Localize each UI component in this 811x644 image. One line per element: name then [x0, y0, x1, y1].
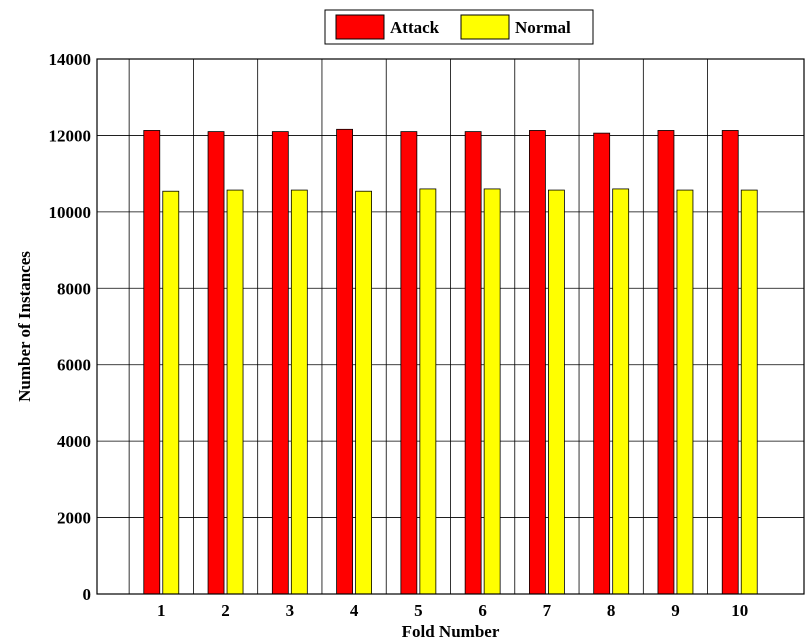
bar-attack-8: [593, 132, 611, 595]
bar-normal-6: [483, 188, 501, 595]
bar-attack-10: [721, 130, 739, 595]
x-tick-label: 7: [543, 601, 552, 620]
bar-normal-8: [612, 188, 630, 595]
bar-attack-2: [207, 131, 225, 595]
y-tick-label: 0: [83, 585, 92, 604]
bar-normal-7: [548, 189, 565, 595]
legend-swatch-attack: [335, 14, 385, 40]
bar-attack-3: [271, 131, 289, 595]
y-tick-label: 6000: [57, 356, 91, 375]
x-tick-label: 1: [157, 601, 166, 620]
y-axis-title: Number of Instances: [15, 251, 34, 402]
legend-label-attack: Attack: [390, 18, 440, 37]
bar-attack-9: [657, 130, 675, 595]
bar-attack-5: [400, 131, 418, 595]
bar-normal-4: [355, 190, 372, 595]
x-tick-label: 4: [350, 601, 359, 620]
x-tick-label: 10: [731, 601, 748, 620]
bar-attack-6: [464, 131, 482, 595]
legend-swatch-normal: [460, 14, 510, 40]
legend-label-normal: Normal: [515, 18, 571, 37]
x-tick-label: 6: [478, 601, 487, 620]
plot-frame: [96, 58, 805, 595]
y-tick-labels: 0 2000 4000 6000 8000 10000 12000 14000: [49, 50, 92, 604]
x-tick-label: 9: [671, 601, 680, 620]
bar-normal-9: [676, 189, 694, 595]
x-tick-labels: 1 2 3 4 5 6 7 8 9 10: [157, 601, 748, 620]
y-tick-label: 4000: [57, 432, 91, 451]
y-tick-label: 2000: [57, 509, 91, 528]
x-tick-label: 5: [414, 601, 423, 620]
bar-normal-1: [162, 190, 180, 595]
y-tick-label: 8000: [57, 279, 91, 298]
y-tick-label: 10000: [49, 203, 92, 222]
grid-lines: [97, 59, 804, 594]
x-tick-label: 3: [286, 601, 295, 620]
x-tick-label: 2: [221, 601, 230, 620]
bar-normal-2: [226, 189, 244, 595]
bars: [143, 128, 758, 595]
bar-normal-3: [290, 189, 308, 595]
y-tick-label: 12000: [49, 126, 92, 145]
bar-attack-7: [529, 130, 546, 595]
x-tick-label: 8: [607, 601, 616, 620]
bar-attack-4: [336, 128, 353, 595]
bar-attack-1: [143, 130, 161, 595]
legend: Attack Normal: [324, 9, 594, 45]
x-axis-title: Fold Number: [402, 622, 500, 641]
y-tick-label: 14000: [49, 50, 92, 69]
bar-normal-10: [740, 189, 758, 595]
bar-normal-5: [419, 188, 437, 595]
